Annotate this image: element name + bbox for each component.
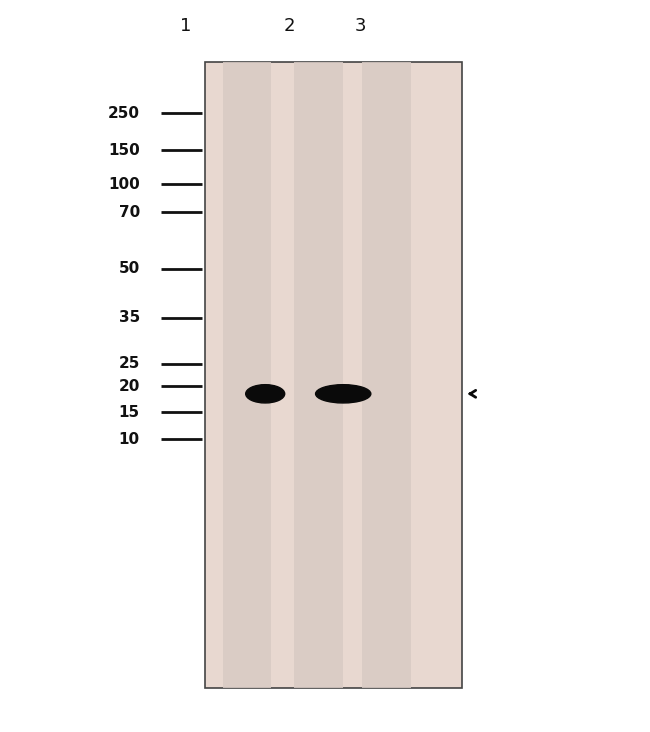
Text: 10: 10 [118,432,140,447]
Text: 15: 15 [118,405,140,419]
Ellipse shape [246,385,285,403]
Text: 20: 20 [118,379,140,394]
Text: 100: 100 [108,177,140,192]
Text: 2: 2 [283,17,295,34]
Ellipse shape [316,385,371,403]
Text: 70: 70 [118,205,140,220]
Bar [294,62,343,688]
Text: 150: 150 [108,143,140,157]
Bar [205,62,462,688]
Text: 35: 35 [118,310,140,325]
Text: 250: 250 [108,106,140,121]
Text: 25: 25 [118,356,140,371]
Text: 3: 3 [355,17,367,34]
Text: 50: 50 [118,261,140,276]
Text: 1: 1 [179,17,191,34]
Bar [222,62,272,688]
Bar [363,62,411,688]
